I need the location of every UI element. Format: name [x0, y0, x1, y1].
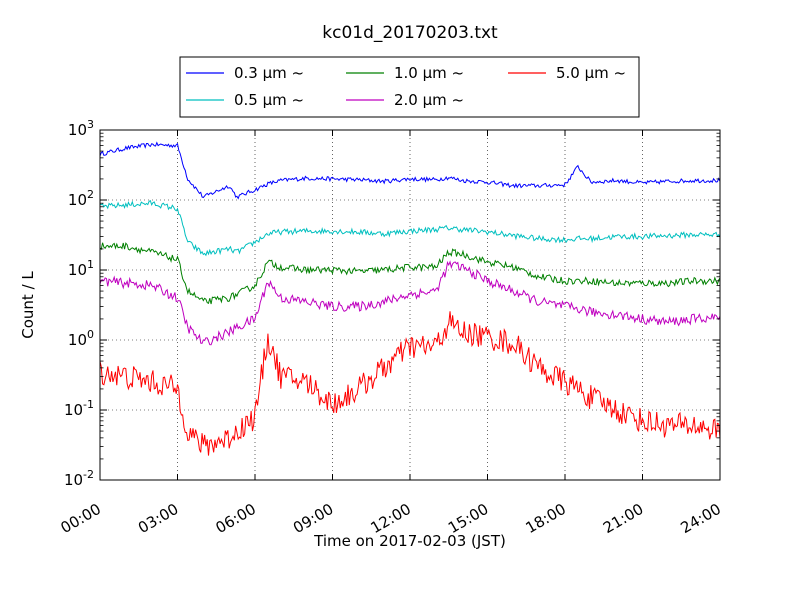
y-tick-label: 100 — [68, 328, 94, 349]
x-tick-label: 21:00 — [600, 500, 646, 537]
x-tick-label: 18:00 — [523, 500, 569, 537]
legend-label: 0.3 μm ~ — [234, 64, 304, 82]
x-tick-label: 24:00 — [678, 500, 724, 537]
x-tick-label: 03:00 — [135, 500, 181, 537]
legend-label: 2.0 μm ~ — [394, 91, 464, 109]
y-tick-label: 101 — [68, 258, 94, 279]
grid — [100, 130, 720, 480]
y-tick-label: 102 — [68, 188, 94, 209]
legend-label: 1.0 μm ~ — [394, 64, 464, 82]
y-axis: 10-2 10-1 100 101 102 103 — [64, 118, 720, 489]
series-line — [99, 242, 721, 305]
series-line — [99, 141, 721, 200]
legend-box — [179, 56, 640, 118]
legend: 0.3 μm ~ 0.5 μm ~ 1.0 μm ~ 2.0 μm ~ 5.0 μm ~ — [179, 56, 640, 118]
x-axis-label: Time on 2017-02-03 (JST) — [313, 532, 506, 550]
series-line — [99, 260, 721, 346]
legend-label: 0.5 μm ~ — [234, 91, 304, 109]
series-line — [99, 200, 721, 257]
legend-label: 5.0 μm ~ — [556, 64, 626, 82]
plot-lines — [99, 141, 721, 456]
chart-title: kc01d_20170203.txt — [322, 23, 498, 43]
x-tick-label: 06:00 — [213, 500, 259, 537]
y-tick-label: 103 — [68, 118, 94, 139]
x-tick-label: 00:00 — [58, 500, 104, 537]
y-tick-label: 10-2 — [64, 468, 94, 489]
y-axis-label: Count / L — [19, 271, 37, 339]
x-axis: 00:00 03:00 06:00 09:00 12:00 15:00 18:00 21:00… — [58, 130, 724, 537]
series-line — [99, 311, 721, 456]
y-tick-label: 10-1 — [64, 398, 94, 419]
